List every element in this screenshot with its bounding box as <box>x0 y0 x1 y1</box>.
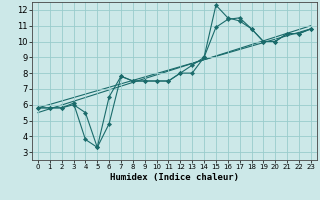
X-axis label: Humidex (Indice chaleur): Humidex (Indice chaleur) <box>110 173 239 182</box>
